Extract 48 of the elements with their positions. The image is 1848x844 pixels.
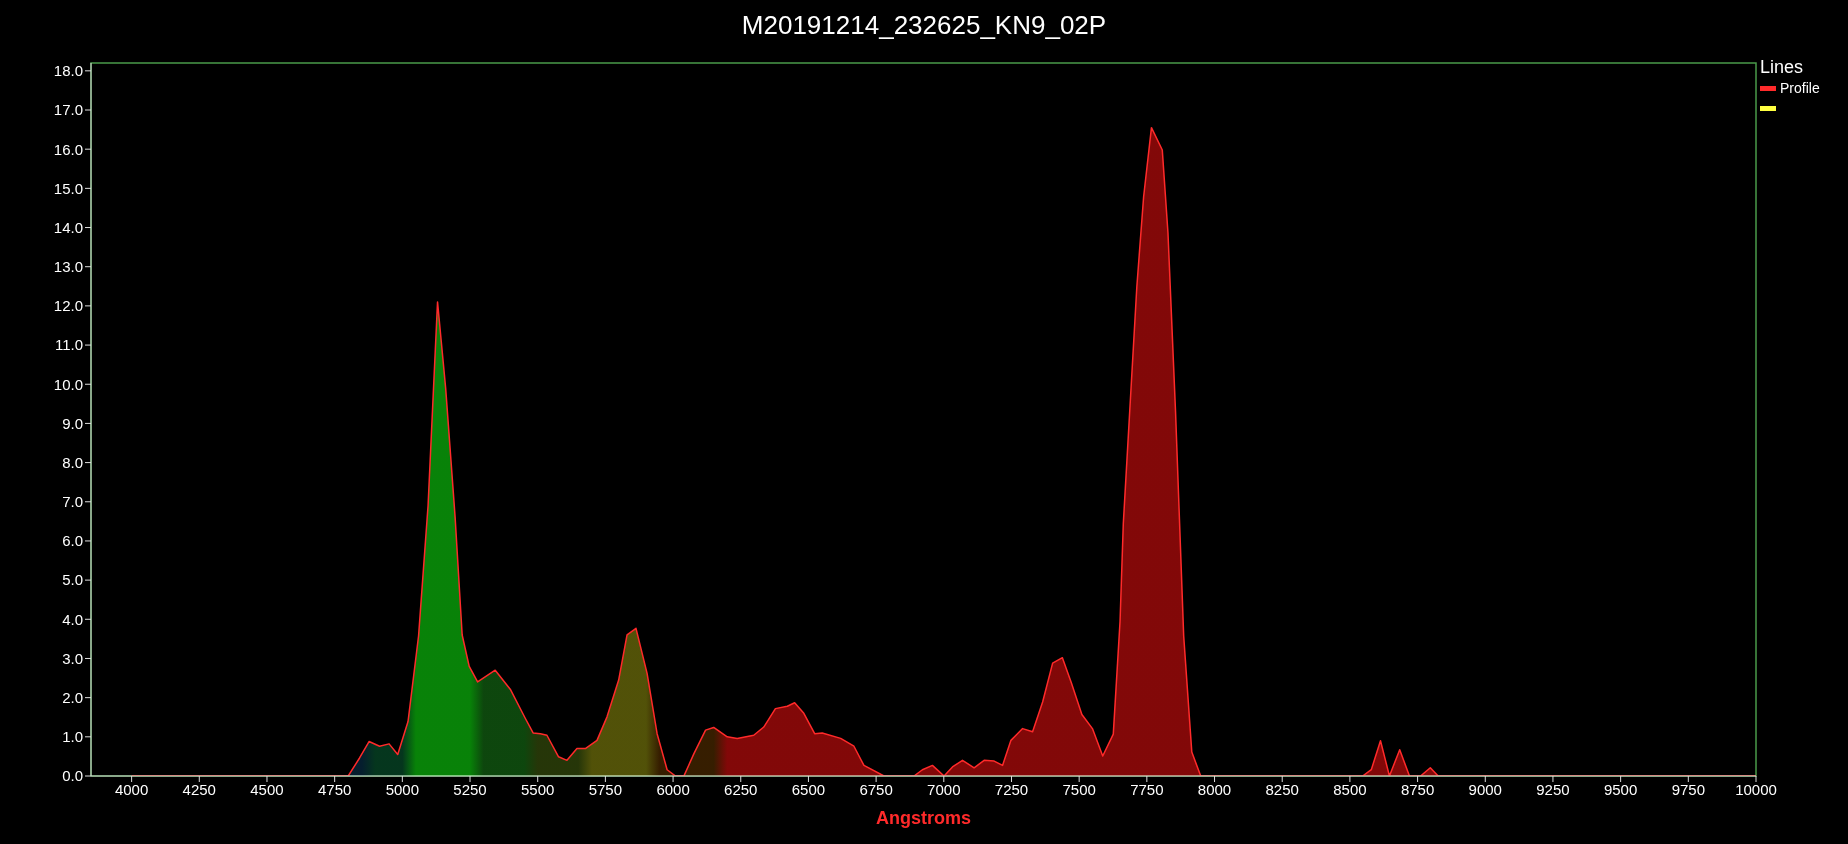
x-tick-label: 6750 [859, 780, 893, 798]
x-tick-label: 5500 [521, 780, 555, 798]
x-tick-label: 9750 [1671, 780, 1705, 798]
y-tick-label: 15.0 [53, 179, 83, 197]
y-tick-label: 5.0 [62, 571, 83, 589]
x-tick-label: 5250 [453, 780, 487, 798]
y-tick-label: 0.0 [62, 767, 83, 785]
legend-label: Profile [1780, 80, 1820, 96]
x-axis-title: Angstroms [875, 808, 972, 828]
x-tick-label: 5750 [588, 780, 623, 798]
x-tick-label: 4500 [250, 780, 284, 798]
y-tick-label: 17.0 [53, 101, 83, 119]
y-tick-label: 10.0 [53, 375, 83, 393]
x-tick-label: 8000 [1197, 780, 1232, 798]
x-tick-label: 6250 [724, 780, 758, 798]
x-tick-label: 9500 [1603, 780, 1638, 798]
x-tick-label: 8250 [1265, 780, 1299, 798]
legend-title: Lines [1760, 57, 1805, 78]
y-tick-label: 6.0 [62, 532, 83, 550]
x-tick-label: 7500 [1062, 780, 1096, 798]
y-tick-label: 3.0 [62, 649, 83, 667]
x-tick-label: 9000 [1468, 780, 1502, 798]
y-tick-label: 8.0 [62, 453, 83, 471]
x-tick-label: 4250 [182, 780, 216, 798]
x-tick-label: 6000 [656, 780, 690, 798]
y-tick-label: 7.0 [62, 493, 83, 511]
y-tick-label: 1.0 [62, 728, 83, 746]
x-tick-label: 7750 [1130, 780, 1164, 798]
y-tick-label: 4.0 [62, 610, 83, 628]
x-tick-label: 4000 [114, 780, 149, 798]
y-tick-label: 16.0 [53, 140, 83, 158]
y-tick-label: 12.0 [53, 297, 83, 315]
x-tick-label: 8750 [1400, 780, 1435, 798]
x-tick-label: 9250 [1536, 780, 1570, 798]
x-tick-label: 7000 [927, 780, 961, 798]
y-tick-label: 18.0 [53, 62, 83, 80]
y-tick-label: 2.0 [62, 688, 83, 706]
y-tick-label: 9.0 [62, 414, 83, 432]
y-tick-label: 14.0 [53, 218, 83, 236]
x-tick-label: 7250 [994, 780, 1029, 798]
x-tick-label: 6500 [791, 780, 826, 798]
x-tick-label: 4750 [317, 780, 352, 798]
x-tick-label: 10000 [1735, 780, 1777, 798]
chart-title: M20191214_232625_KN9_02P [740, 10, 1108, 41]
y-tick-label: 13.0 [53, 258, 83, 276]
x-tick-label: 8500 [1333, 780, 1367, 798]
y-tick-label: 11.0 [54, 336, 83, 354]
x-tick-label: 5000 [385, 780, 420, 798]
